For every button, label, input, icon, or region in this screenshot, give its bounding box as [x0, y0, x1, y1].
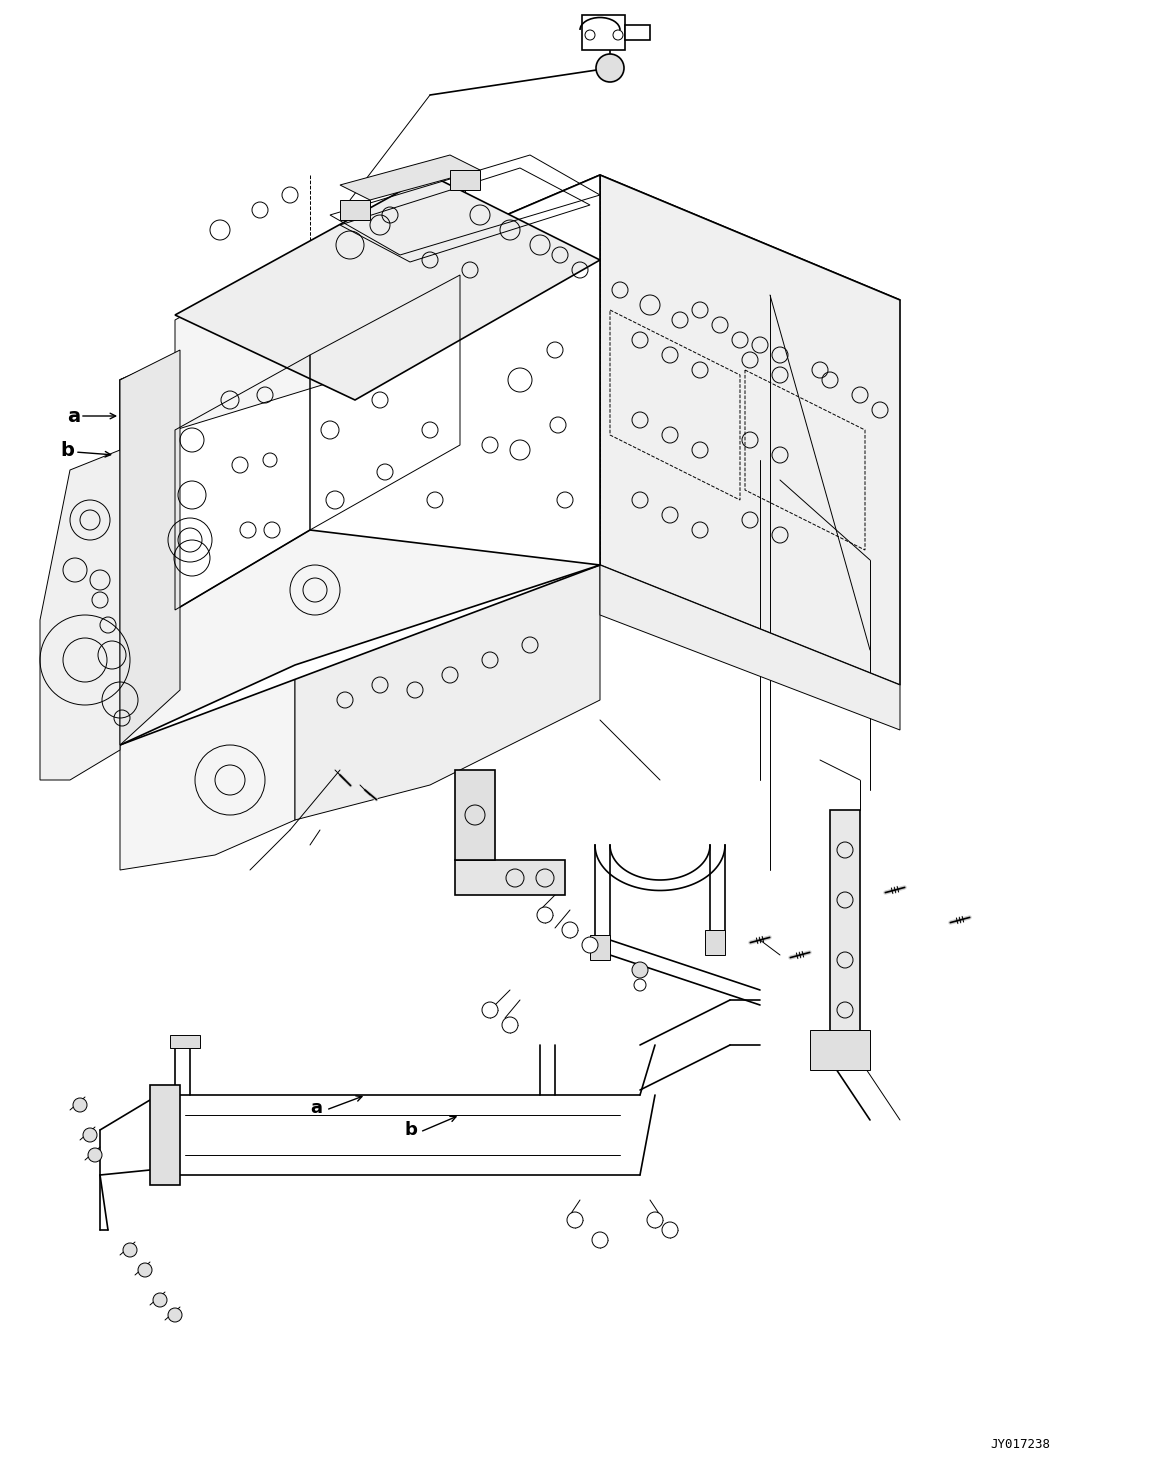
Polygon shape — [120, 664, 295, 870]
Circle shape — [123, 1244, 137, 1257]
Circle shape — [662, 1222, 678, 1238]
Text: a: a — [67, 407, 80, 425]
Circle shape — [568, 1211, 583, 1227]
Text: b: b — [60, 441, 74, 460]
Polygon shape — [455, 860, 565, 895]
Circle shape — [154, 1294, 167, 1307]
Circle shape — [582, 936, 598, 953]
Circle shape — [481, 1003, 498, 1019]
Polygon shape — [174, 185, 420, 431]
Polygon shape — [340, 200, 370, 220]
Text: a: a — [311, 1100, 322, 1117]
Polygon shape — [582, 15, 625, 50]
Polygon shape — [830, 810, 859, 1060]
Polygon shape — [590, 935, 611, 960]
Polygon shape — [120, 175, 900, 506]
Polygon shape — [120, 531, 600, 745]
Polygon shape — [340, 154, 480, 200]
Circle shape — [83, 1127, 97, 1142]
Circle shape — [138, 1263, 152, 1277]
Circle shape — [595, 54, 625, 82]
Polygon shape — [705, 931, 725, 956]
Polygon shape — [120, 350, 180, 745]
Polygon shape — [809, 1030, 870, 1070]
Polygon shape — [295, 564, 600, 820]
Polygon shape — [150, 1085, 180, 1185]
Polygon shape — [455, 770, 495, 860]
Circle shape — [632, 961, 648, 978]
Polygon shape — [40, 450, 120, 781]
Circle shape — [647, 1211, 663, 1227]
Polygon shape — [174, 175, 600, 400]
Polygon shape — [120, 175, 600, 745]
Text: JY017238: JY017238 — [990, 1439, 1050, 1451]
Circle shape — [502, 1017, 518, 1033]
Polygon shape — [600, 175, 900, 685]
Circle shape — [167, 1308, 181, 1322]
Circle shape — [562, 922, 578, 938]
Polygon shape — [450, 171, 480, 190]
Circle shape — [592, 1232, 608, 1248]
Text: b: b — [405, 1122, 418, 1139]
Circle shape — [73, 1098, 87, 1111]
Polygon shape — [170, 1035, 200, 1048]
Polygon shape — [625, 25, 650, 40]
Circle shape — [537, 907, 552, 923]
Polygon shape — [600, 564, 900, 731]
Circle shape — [88, 1148, 102, 1161]
